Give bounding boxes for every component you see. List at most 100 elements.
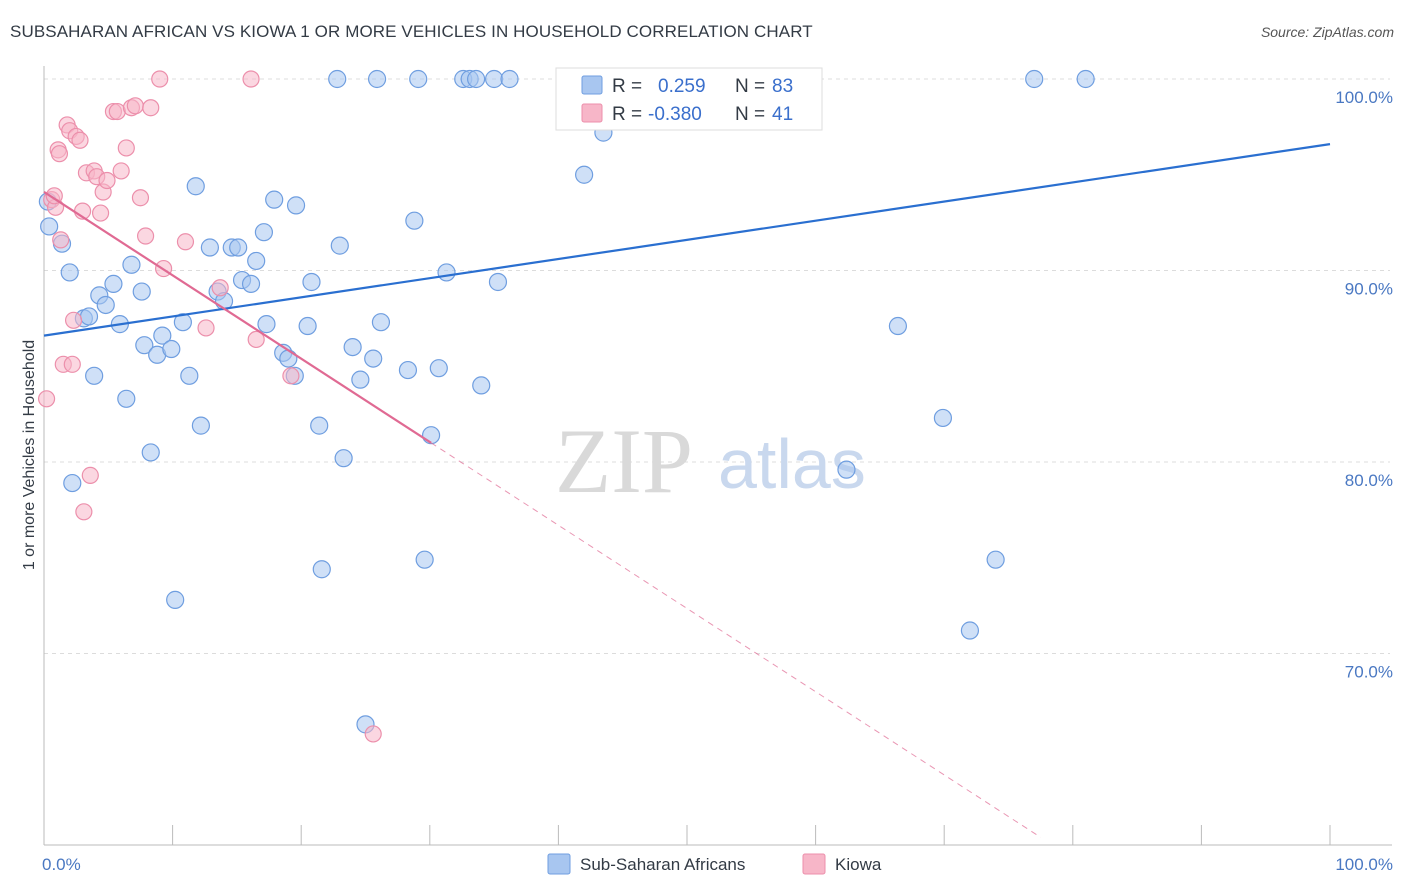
point-subsaharan [122, 255, 141, 274]
point-subsaharan [141, 443, 160, 462]
axes [43, 66, 1392, 846]
point-subsaharan [472, 376, 491, 395]
bottom-legend-swatch-pink [802, 853, 826, 875]
point-subsaharan [257, 315, 276, 334]
point-subsaharan [302, 272, 321, 292]
legend-n-value-2: 41 [772, 104, 793, 125]
legend-n-label-2: N = [735, 104, 765, 125]
bottom-legend-label-kiowa: Kiowa [835, 855, 882, 874]
series-kiowa-points [37, 70, 382, 743]
point-kiowa [64, 311, 83, 329]
point-subsaharan [888, 316, 908, 336]
x-tick-label: 100.0% [1335, 855, 1393, 874]
legend-n-label-1: N = [735, 76, 765, 97]
trend-lines [43, 143, 1331, 838]
legend-r-value-1: 0.259 [658, 76, 706, 97]
point-kiowa [131, 189, 150, 207]
point-subsaharan [162, 339, 181, 359]
trend-line-subsaharan [43, 143, 1331, 337]
trend-line-kiowa [43, 191, 432, 444]
point-subsaharan [310, 416, 329, 435]
y-tick-label: 80.0% [1345, 471, 1393, 490]
point-kiowa [136, 227, 155, 245]
point-subsaharan [104, 274, 123, 294]
point-kiowa [91, 204, 110, 222]
point-subsaharan [837, 460, 856, 479]
point-subsaharan [200, 238, 219, 257]
point-kiowa [112, 162, 130, 180]
source-credit[interactable]: Source: ZipAtlas.com [1260, 24, 1394, 40]
series-subsaharan-points [38, 69, 1095, 734]
point-subsaharan [466, 69, 486, 89]
point-subsaharan [415, 550, 434, 569]
point-subsaharan [265, 190, 284, 209]
point-kiowa [247, 330, 265, 349]
point-kiowa [282, 367, 300, 385]
point-kiowa [197, 319, 215, 337]
point-subsaharan [96, 295, 115, 315]
x-tick-label: 0.0% [42, 855, 81, 874]
series-legend: Sub-Saharan Africans Kiowa [547, 853, 882, 875]
point-subsaharan [488, 272, 508, 292]
point-kiowa [75, 503, 93, 521]
point-kiowa [176, 233, 195, 251]
chart-title: SUBSAHARAN AFRICAN VS KIOWA 1 OR MORE VE… [10, 22, 813, 41]
legend-r-value-2: -0.380 [648, 104, 702, 125]
point-subsaharan [429, 359, 448, 378]
point-kiowa [98, 171, 116, 190]
legend-r-label-1: R = [612, 76, 642, 97]
point-subsaharan [933, 408, 953, 428]
point-kiowa [117, 139, 135, 157]
point-subsaharan [437, 263, 456, 282]
legend-r-label-2: R = [612, 104, 642, 125]
point-kiowa [50, 145, 69, 163]
y-tick-labels: 70.0% 80.0% 90.0% 100.0% [1335, 88, 1393, 682]
legend-swatch-blue [581, 75, 603, 95]
point-subsaharan [180, 366, 199, 385]
point-kiowa [52, 231, 70, 249]
point-subsaharan [328, 69, 347, 89]
bottom-legend-swatch-blue [547, 853, 571, 875]
point-subsaharan [241, 274, 261, 294]
point-subsaharan [334, 449, 353, 468]
point-kiowa [37, 390, 56, 408]
point-subsaharan [398, 360, 418, 380]
watermark-zip: ZIP [555, 410, 693, 512]
point-subsaharan [166, 590, 185, 609]
point-kiowa [151, 70, 169, 88]
point-kiowa [126, 97, 144, 115]
point-kiowa [142, 99, 160, 117]
point-subsaharan [330, 236, 349, 255]
point-subsaharan [405, 211, 424, 230]
point-subsaharan [500, 69, 519, 89]
point-kiowa [242, 70, 260, 88]
point-subsaharan [312, 560, 331, 579]
point-subsaharan [60, 263, 79, 282]
point-subsaharan [409, 69, 428, 89]
point-subsaharan [279, 349, 298, 368]
trend-line-kiowa-extension [430, 442, 1041, 838]
point-kiowa [45, 187, 63, 205]
point-subsaharan [364, 349, 383, 368]
legend-swatch-pink [581, 103, 603, 123]
point-kiowa [71, 131, 89, 149]
y-axis-label: 1 or more Vehicles in Household [21, 340, 38, 570]
point-kiowa [108, 102, 126, 121]
point-subsaharan [986, 550, 1005, 569]
point-subsaharan [254, 223, 274, 242]
point-subsaharan [286, 196, 306, 215]
point-kiowa [81, 466, 99, 485]
point-subsaharan [135, 336, 154, 355]
legend-n-value-1: 83 [772, 76, 793, 97]
point-subsaharan [960, 621, 980, 640]
point-subsaharan [191, 416, 210, 435]
point-subsaharan [132, 282, 151, 301]
point-subsaharan [343, 338, 362, 357]
point-subsaharan [485, 69, 504, 89]
point-subsaharan [351, 370, 370, 389]
watermark: ZIP atlas [555, 410, 866, 512]
y-tick-label: 100.0% [1335, 88, 1393, 107]
point-subsaharan [117, 389, 136, 408]
point-kiowa [364, 725, 382, 743]
